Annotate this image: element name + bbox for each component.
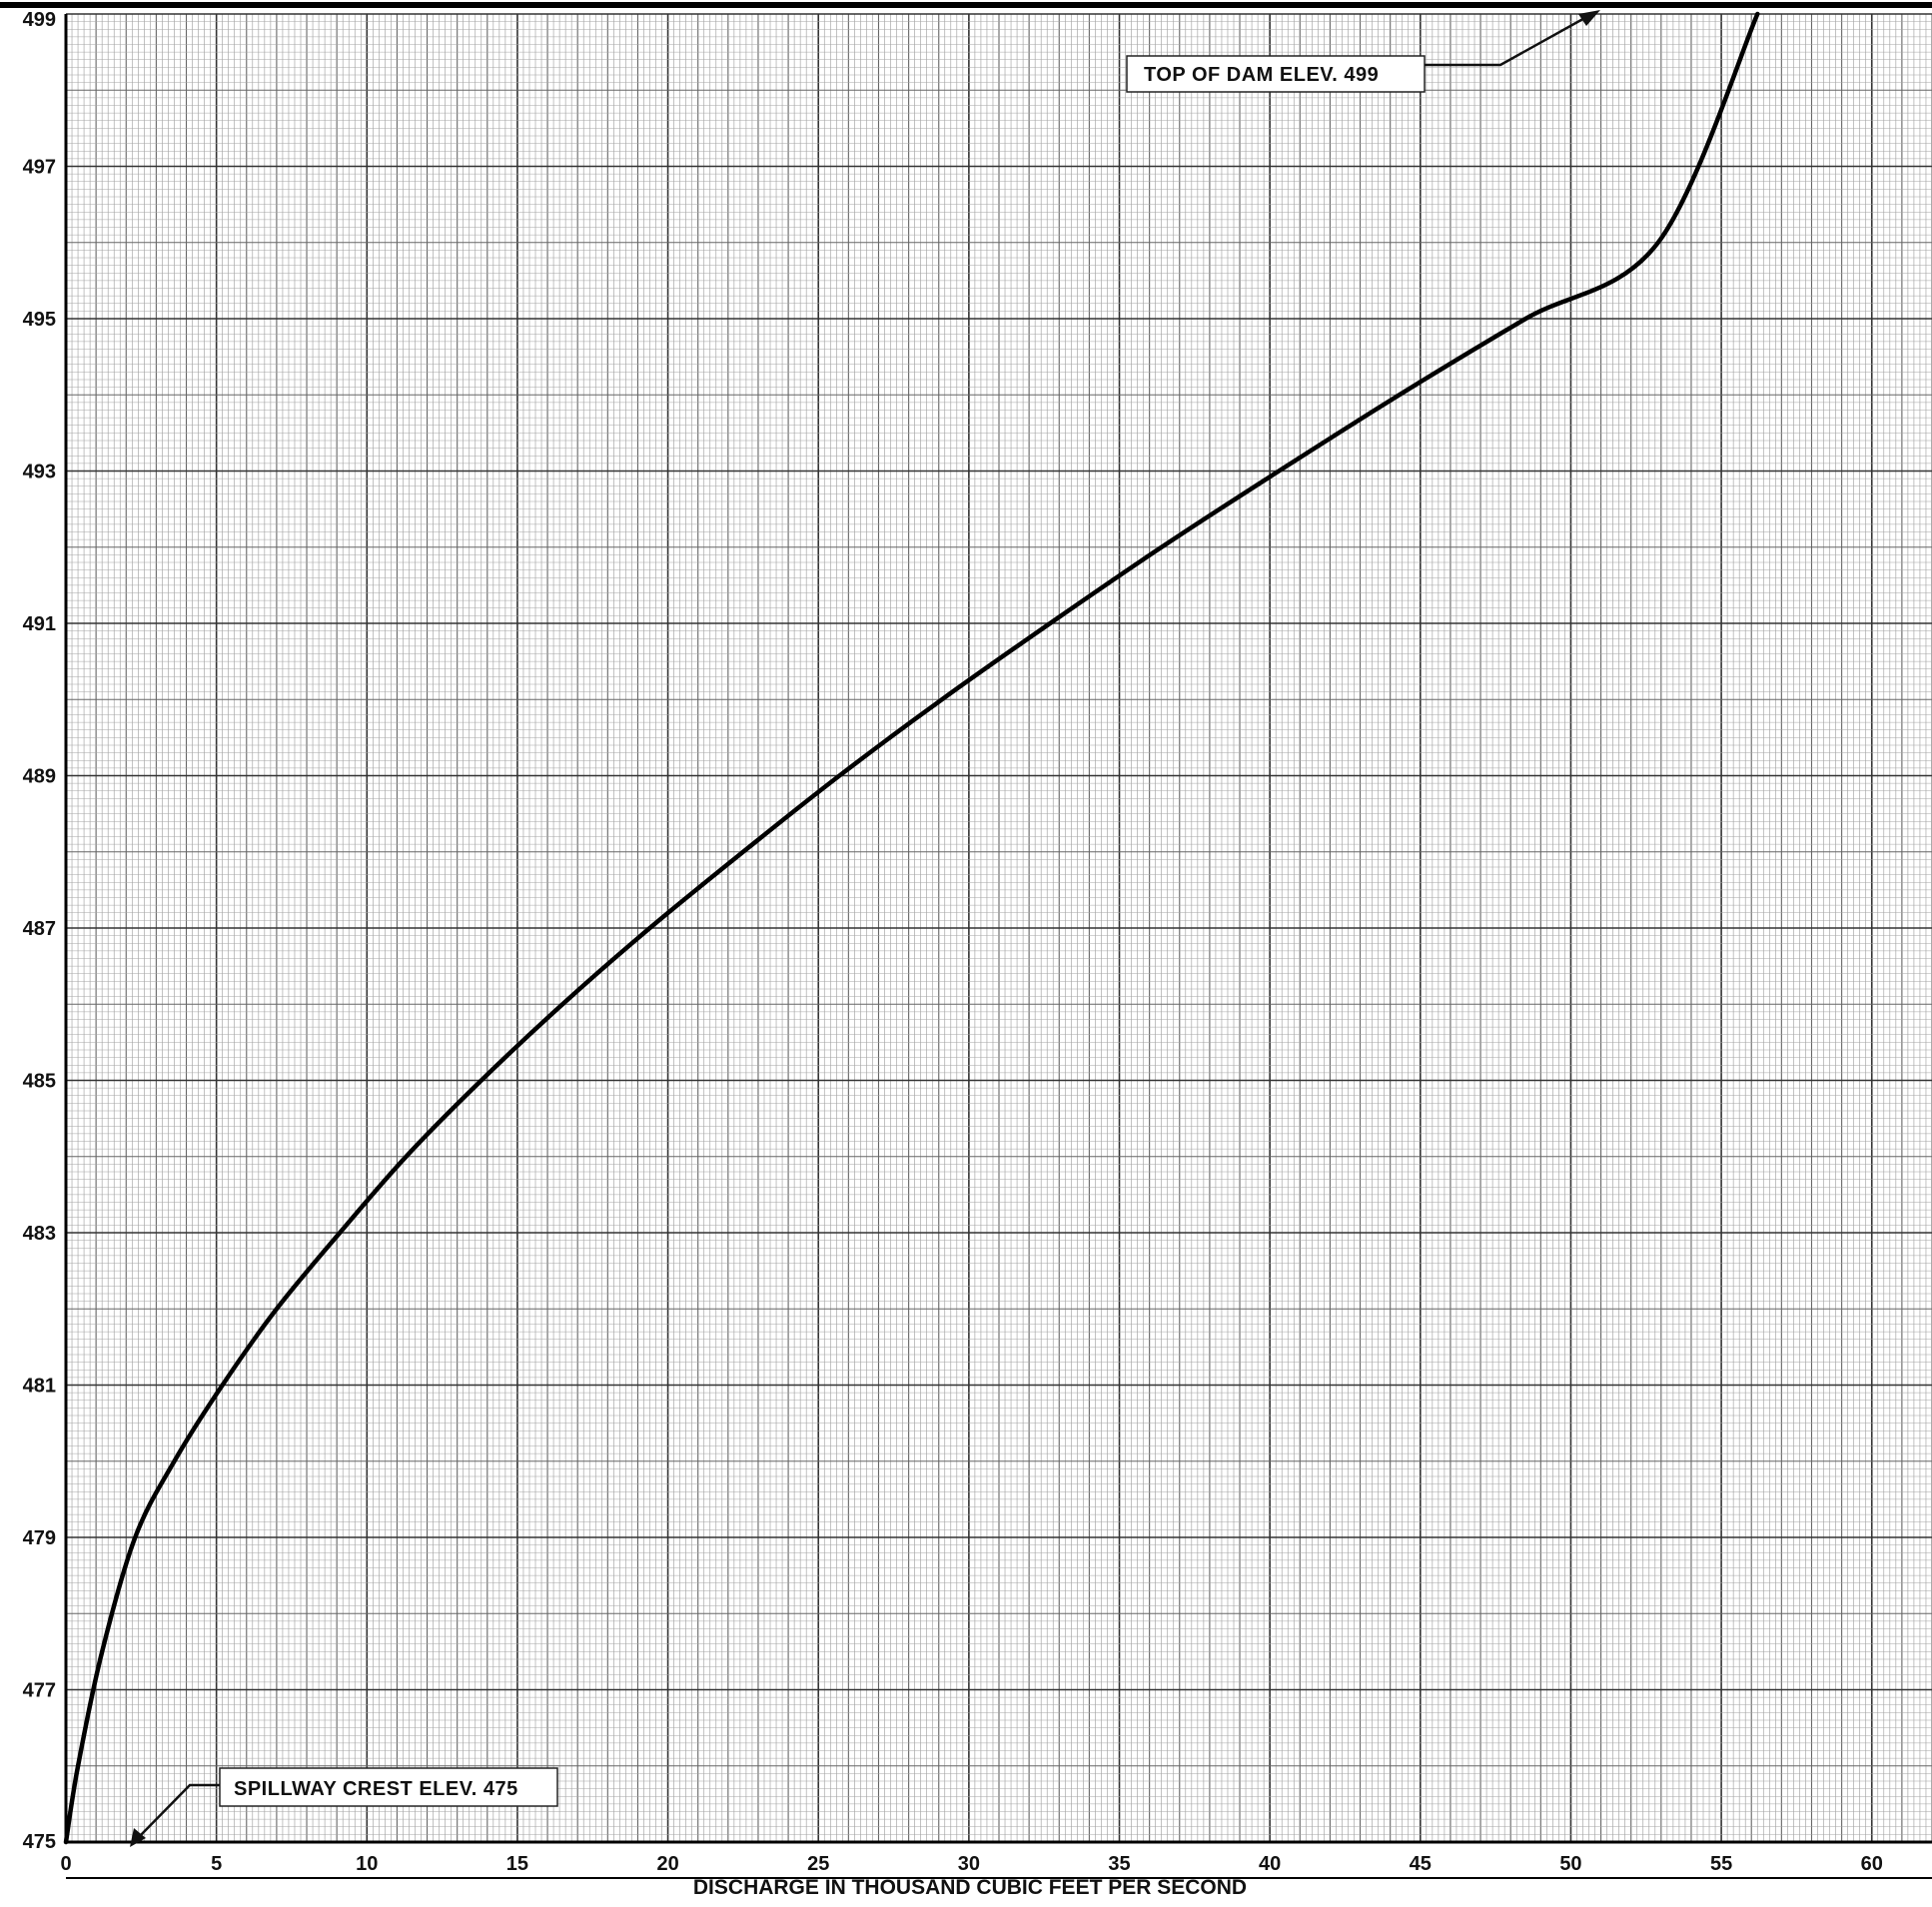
x-tick-label: 25 <box>807 1853 829 1875</box>
top-of-dam-arrowhead <box>1578 10 1600 26</box>
y-tick-label: 483 <box>23 1223 56 1245</box>
x-tick-label: 30 <box>958 1853 980 1875</box>
y-tick-label: 487 <box>23 918 56 940</box>
x-tick-label: 35 <box>1108 1853 1130 1875</box>
y-tick-label: 489 <box>23 766 56 788</box>
y-tick-label: 479 <box>23 1527 56 1549</box>
y-tick-label: 475 <box>23 1831 56 1853</box>
x-tick-label: 45 <box>1410 1853 1432 1875</box>
x-tick-label: 20 <box>656 1853 678 1875</box>
x-tick-label: 40 <box>1259 1853 1281 1875</box>
y-tick-label: 493 <box>23 462 56 483</box>
y-tick-label: 491 <box>23 613 56 635</box>
x-axis-label: DISCHARGE IN THOUSAND CUBIC FEET PER SEC… <box>693 1876 1247 1899</box>
axes-layer: 475 477 479 481 483 485 487 489 491 493 495 497 499 0… <box>0 5 1932 1878</box>
grid-layer <box>66 14 1932 1842</box>
top-of-dam-label: TOP OF DAM ELEV. 499 <box>1144 64 1379 86</box>
x-tick-label: 60 <box>1861 1853 1883 1875</box>
x-tick-label: 5 <box>211 1853 222 1875</box>
y-tick-label: 485 <box>23 1071 56 1093</box>
y-tick-label: 477 <box>23 1680 56 1702</box>
x-tick-label: 10 <box>356 1853 378 1875</box>
top-of-dam-leader <box>1425 16 1588 65</box>
y-tick-label: 495 <box>23 309 56 331</box>
x-tick-label: 50 <box>1559 1853 1581 1875</box>
y-tick-label: 499 <box>23 9 56 31</box>
x-tick-label: 55 <box>1710 1853 1732 1875</box>
y-tick-label: 497 <box>23 157 56 179</box>
spillway-crest-label: SPILLWAY CREST ELEV. 475 <box>234 1778 518 1800</box>
x-tick-label: 15 <box>506 1853 528 1875</box>
spillway-crest-leader <box>137 1785 220 1839</box>
y-tick-label: 481 <box>23 1376 56 1398</box>
x-tick-label: 0 <box>60 1853 71 1875</box>
